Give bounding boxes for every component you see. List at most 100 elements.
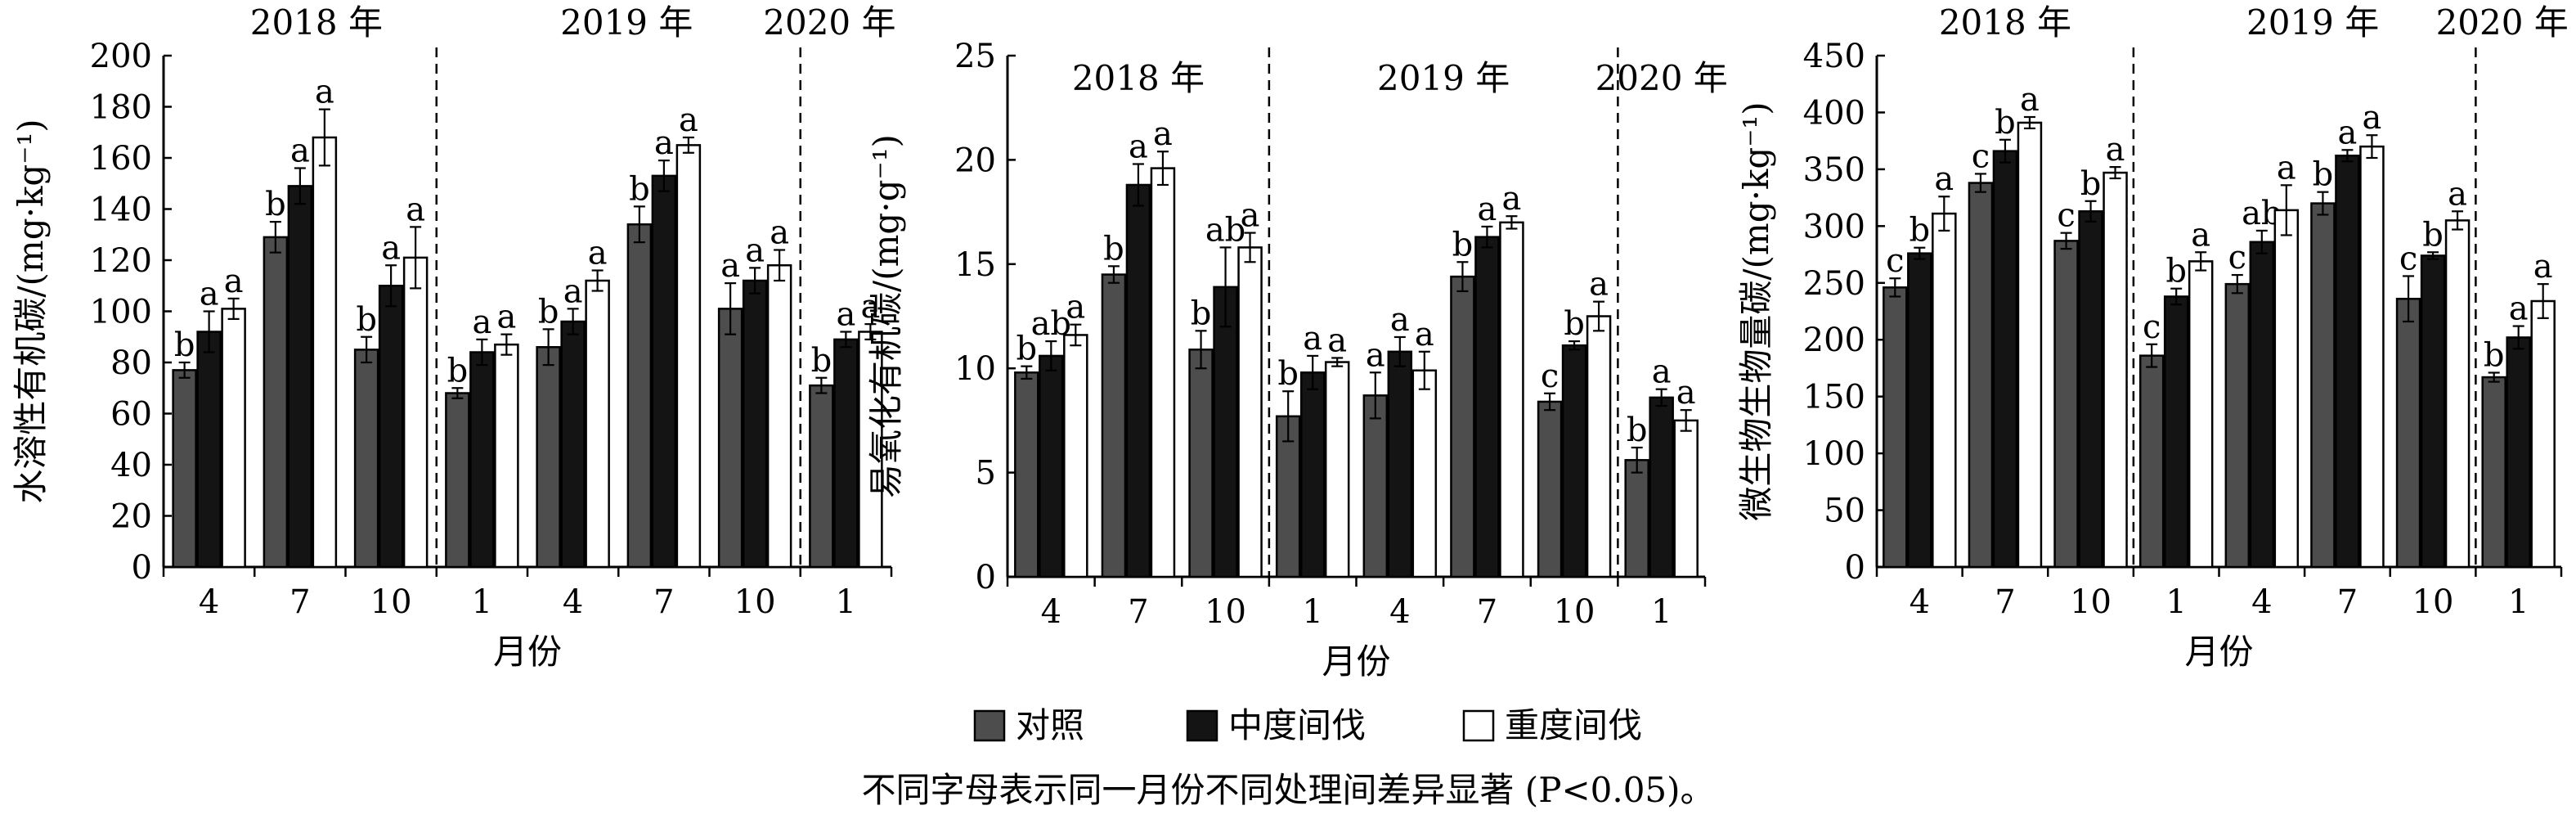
bar: [1561, 344, 1587, 578]
x-tick-label: 7: [1995, 583, 2015, 621]
y-tick-label: 160: [90, 140, 152, 178]
significance-letter: a: [496, 299, 516, 336]
significance-letter: b: [1910, 212, 1931, 250]
bar: [1968, 182, 1994, 569]
bar: [2017, 121, 2043, 569]
significance-letter: a: [563, 272, 583, 310]
error-bar: [2452, 210, 2464, 231]
significance-letter: a: [1241, 197, 1260, 235]
y-tick-label: 20: [954, 142, 996, 179]
y-tick-label: 140: [90, 191, 152, 229]
error-bar: [1021, 365, 1033, 380]
error-bar: [2255, 229, 2268, 254]
bar: [1537, 400, 1563, 578]
error-bar: [1132, 163, 1144, 207]
significance-letter: a: [654, 124, 674, 162]
y-tick-label: 60: [110, 396, 152, 434]
error-bar: [1999, 138, 2011, 164]
x-tick-label: 10: [1205, 593, 1246, 631]
footnote: 不同字母表示同一月份不同处理间差异显著 (P<0.05)。: [861, 770, 1714, 810]
error-bar: [294, 167, 306, 205]
significance-letter: b: [1016, 331, 1038, 368]
bar: [2310, 202, 2336, 569]
bar: [1992, 150, 2018, 569]
significance-letter: a: [1066, 289, 1085, 326]
bar: [1624, 459, 1649, 578]
bar: [2103, 171, 2128, 569]
bar: [1125, 183, 1151, 578]
bar: [1237, 246, 1263, 578]
y-tick-label: 200: [90, 38, 152, 75]
error-bar: [1070, 323, 1082, 347]
error-bar: [2512, 325, 2524, 350]
bar: [312, 136, 338, 569]
bar: [2273, 209, 2300, 569]
error-bar: [2341, 149, 2354, 163]
bar: [1883, 286, 1908, 569]
legend-label-heavy: 重度间伐: [1505, 705, 1642, 745]
x-axis-label: 月份: [493, 632, 562, 672]
bar: [1299, 371, 1326, 578]
error-bar: [1282, 390, 1295, 443]
significance-letter: a: [290, 133, 310, 170]
bar: [675, 144, 702, 569]
significance-letter: a: [200, 276, 219, 313]
error-bar: [633, 205, 645, 244]
significance-letter: b: [447, 352, 469, 389]
bar: [2506, 336, 2531, 569]
error-bar: [1938, 196, 1950, 232]
error-bar: [2280, 184, 2292, 236]
bar: [1411, 369, 1438, 578]
error-bar: [591, 269, 604, 292]
bar: [263, 236, 289, 569]
error-bar: [500, 333, 513, 356]
error-bar: [451, 387, 464, 399]
bar: [2163, 295, 2189, 569]
error-bar: [542, 328, 554, 367]
bar: [1101, 273, 1127, 578]
error-bar: [2170, 287, 2183, 306]
bar: [172, 369, 197, 569]
y-tick-label: 100: [90, 294, 152, 331]
error-bar: [1331, 357, 1344, 367]
significance-letter: a: [1366, 336, 1385, 374]
y-tick-label: 20: [110, 498, 152, 536]
error-bar: [2317, 191, 2329, 216]
error-bar: [2146, 343, 2158, 368]
y-tick-label: 0: [132, 549, 152, 587]
significance-letter: b: [538, 293, 559, 331]
error-bar: [1568, 340, 1581, 351]
significance-letter: a: [720, 247, 740, 285]
bar: [1188, 349, 1214, 578]
significance-letter: a: [472, 304, 491, 341]
significance-letter: a: [1676, 374, 1696, 412]
year-label: 2020 年: [2436, 2, 2569, 43]
y-tick-label: 15: [954, 246, 996, 284]
bar: [560, 320, 586, 569]
bar: [2249, 241, 2275, 569]
bar: [626, 223, 653, 569]
bar: [2481, 376, 2506, 569]
significance-letter: b: [1103, 230, 1124, 268]
x-tick-label: 1: [1651, 593, 1672, 631]
significance-letter: b: [1277, 355, 1299, 393]
error-bar: [269, 221, 281, 254]
significance-letter: a: [679, 101, 698, 139]
bar: [536, 346, 561, 569]
error-bar: [2109, 166, 2121, 180]
error-bar: [2403, 275, 2415, 323]
significance-letter: b: [1191, 295, 1212, 332]
bar: [1362, 394, 1389, 578]
error-bar: [1680, 409, 1692, 432]
error-bar: [1506, 215, 1518, 230]
x-tick-label: 7: [653, 583, 674, 621]
error-bar: [178, 361, 191, 379]
year-label: 2019 年: [2246, 2, 2379, 43]
y-tick-label: 0: [1845, 549, 1865, 587]
error-bar: [1307, 354, 1319, 390]
x-tick-label: 7: [1128, 593, 1148, 631]
significance-letter: a: [2338, 114, 2358, 151]
error-bar: [2195, 251, 2207, 272]
x-tick-label: 10: [734, 583, 776, 621]
